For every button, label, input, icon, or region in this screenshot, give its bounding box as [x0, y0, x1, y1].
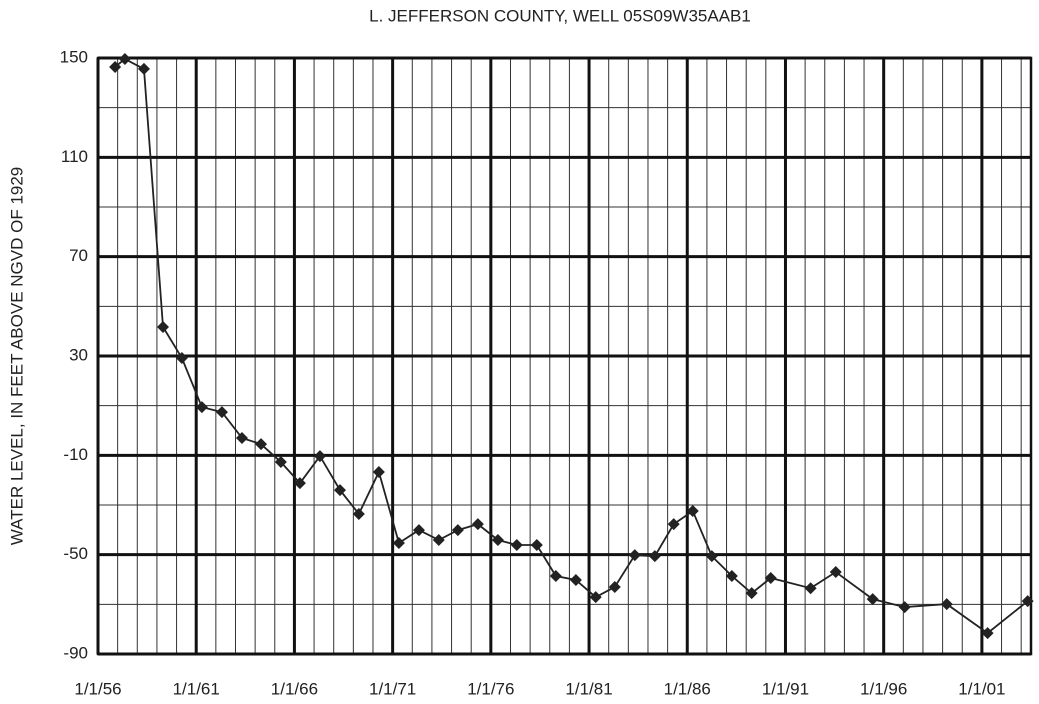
data-point	[432, 534, 445, 547]
data-point	[313, 450, 326, 463]
data-point	[569, 573, 582, 586]
data-point	[215, 406, 228, 419]
x-tick-label: 1/1/71	[369, 679, 416, 698]
x-tick-label: 1/1/96	[860, 679, 907, 698]
data-point	[175, 351, 188, 364]
data-point	[510, 538, 523, 551]
data-point	[804, 582, 817, 595]
data-point	[628, 549, 641, 562]
data-point	[235, 431, 248, 444]
data-point	[608, 580, 621, 593]
plot-frame	[96, 56, 1033, 656]
data-point	[471, 518, 484, 531]
data-point	[157, 320, 170, 333]
x-tick-label: 1/1/61	[173, 679, 220, 698]
data-point	[940, 598, 953, 611]
data-point	[392, 536, 405, 549]
x-tick-label: 1/1/86	[664, 679, 711, 698]
data-point	[589, 591, 602, 604]
x-tick-label: 1/1/76	[467, 679, 514, 698]
data-point	[981, 627, 994, 640]
x-tick-label: 1/1/66	[271, 679, 318, 698]
data-point	[829, 566, 842, 579]
x-tick-label: 1/1/81	[565, 679, 612, 698]
data-point	[667, 518, 680, 531]
y-tick-label: -50	[63, 544, 88, 563]
data-point	[412, 524, 425, 537]
x-tick-label: 1/1/01	[958, 679, 1005, 698]
x-tick-label: 1/1/56	[74, 679, 121, 698]
data-point	[118, 52, 131, 65]
data-point	[333, 484, 346, 497]
x-tick-label: 1/1/91	[762, 679, 809, 698]
y-tick-label: 150	[60, 47, 88, 66]
data-point	[725, 570, 738, 583]
data-point	[764, 572, 777, 585]
data-point	[293, 477, 306, 490]
data-point	[866, 593, 879, 606]
y-tick-label: -10	[63, 445, 88, 464]
data-point	[109, 60, 122, 73]
data-point	[1021, 595, 1034, 608]
y-tick-label: 110	[61, 147, 88, 166]
y-tick-label: 30	[69, 345, 88, 364]
data-point	[705, 550, 718, 563]
data-point	[648, 550, 661, 563]
chart-title: L. JEFFERSON COUNTY, WELL 05S09W35AAB1	[369, 6, 751, 25]
data-point	[530, 538, 543, 551]
data-point	[745, 587, 758, 600]
y-tick-label: -90	[63, 643, 88, 662]
data-point	[898, 601, 911, 614]
data-point	[195, 401, 208, 414]
y-axis-label: WATER LEVEL, IN FEET ABOVE NGVD OF 1929	[7, 167, 26, 546]
data-point	[274, 456, 287, 469]
y-tick-label: 70	[69, 246, 88, 265]
data-point	[686, 504, 699, 517]
data-point	[451, 524, 464, 537]
data-point	[372, 465, 385, 478]
data-point	[137, 62, 150, 75]
data-line	[114, 57, 1029, 635]
data-point	[255, 438, 268, 451]
data-point	[549, 570, 562, 583]
data-point	[352, 507, 365, 520]
data-point	[491, 534, 504, 547]
